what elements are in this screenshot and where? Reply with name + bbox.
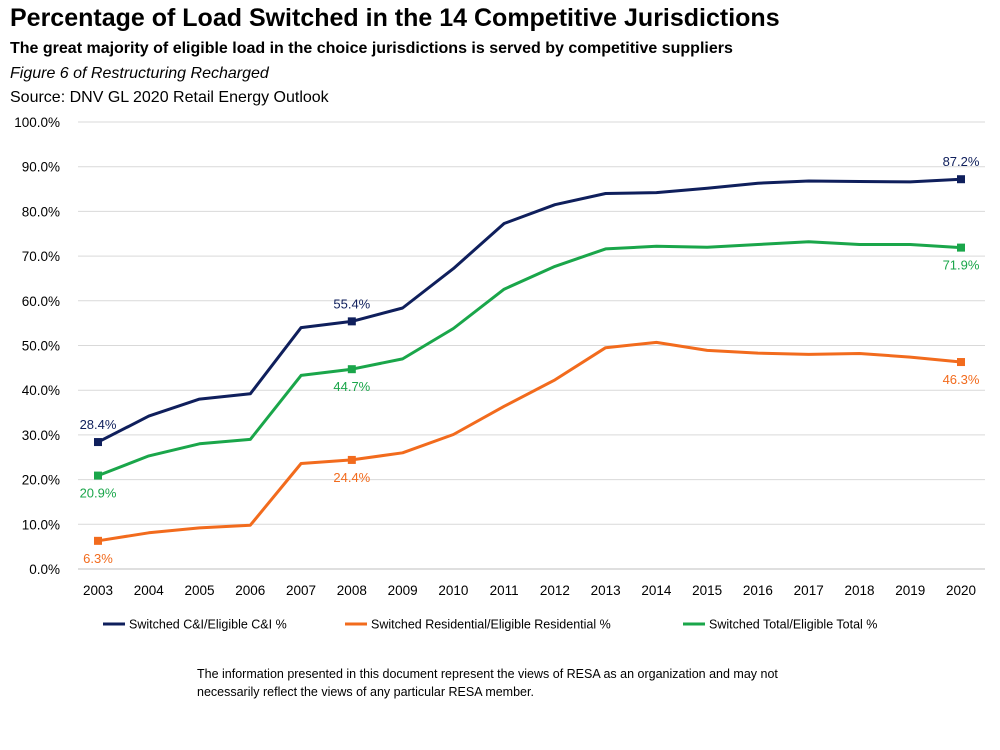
chart-title: Percentage of Load Switched in the 14 Co… (10, 4, 780, 32)
disclaimer-text: The information presented in this docume… (197, 667, 778, 699)
data-point-marker (347, 317, 356, 326)
data-label: 44.7% (333, 379, 370, 394)
series-line-0 (97, 177, 962, 444)
legend-label: Switched Total/Eligible Total % (709, 618, 877, 632)
figure-note: Figure 6 of Restructuring Recharged (10, 65, 269, 82)
x-tick-label: 2004 (134, 583, 165, 598)
legend-label: Switched Residential/Eligible Residentia… (371, 618, 611, 632)
data-point-marker (94, 536, 102, 545)
y-tick-label: 30.0% (22, 428, 60, 443)
x-tick-label: 2017 (794, 583, 824, 598)
data-point-marker (94, 471, 102, 480)
y-tick-label: 80.0% (22, 204, 60, 219)
data-label: 71.9% (943, 258, 980, 273)
data-label: 55.4% (333, 296, 370, 311)
x-tick-label: 2016 (743, 583, 773, 598)
data-point-marker (347, 455, 356, 464)
y-tick-label: 20.0% (22, 473, 60, 488)
data-point-marker (957, 243, 965, 252)
x-axis-ticks: 2003 2004 2005 2006 2007 2008 2009 2010 2011 2012… (83, 583, 976, 598)
data-label: 20.9% (80, 486, 117, 501)
data-point-marker (957, 358, 965, 367)
y-tick-label: 10.0% (22, 517, 60, 532)
x-tick-label: 2010 (438, 583, 468, 598)
x-tick-label: 2011 (490, 583, 519, 598)
y-axis-ticks: 0.0% 10.0% 20.0% 30.0% 40.0% 50.0% 60.0% 70.0% 8… (14, 115, 60, 577)
data-label: 87.2% (943, 154, 980, 169)
chart-subtitle: The great majority of eligible load in t… (10, 40, 733, 57)
y-tick-label: 90.0% (22, 160, 60, 175)
data-point-marker (347, 365, 356, 374)
x-tick-label: 2019 (895, 583, 925, 598)
x-tick-label: 2008 (337, 583, 367, 598)
line-chart: 0.0% 10.0% 20.0% 30.0% 40.0% 50.0% 60.0% 70.0% 8… (14, 115, 985, 632)
series-line-1 (97, 340, 962, 543)
data-label: 28.4% (80, 417, 117, 432)
x-tick-label: 2007 (286, 583, 316, 598)
y-tick-label: 0.0% (29, 562, 60, 577)
data-point-marker (94, 438, 102, 447)
y-tick-label: 50.0% (22, 339, 60, 354)
legend-label: Switched C&I/Eligible C&I % (129, 618, 287, 632)
y-tick-label: 60.0% (22, 294, 60, 309)
x-tick-label: 2009 (388, 583, 418, 598)
x-tick-label: 2013 (591, 583, 621, 598)
x-tick-label: 2005 (185, 583, 215, 598)
x-tick-label: 2006 (235, 583, 265, 598)
data-label: 46.3% (943, 372, 980, 387)
series-lines (97, 177, 962, 543)
x-tick-label: 2014 (641, 583, 672, 598)
x-tick-label: 2020 (946, 583, 976, 598)
y-tick-label: 40.0% (22, 383, 60, 398)
legend: Switched C&I/Eligible C&I % Switched Resi… (103, 618, 877, 632)
grid-lines (78, 121, 985, 570)
series-markers (94, 175, 965, 545)
x-tick-label: 2012 (540, 583, 570, 598)
data-label: 6.3% (83, 551, 113, 566)
x-tick-label: 2003 (83, 583, 113, 598)
source-note: Source: DNV GL 2020 Retail Energy Outloo… (10, 89, 329, 106)
x-tick-label: 2018 (844, 583, 874, 598)
data-label: 24.4% (333, 470, 370, 485)
y-tick-label: 70.0% (22, 249, 60, 264)
x-tick-label: 2015 (692, 583, 722, 598)
data-labels: 28.4% 55.4% 87.2% 6.3% 24.4% 46.3% 20.9% 44.7% 7… (80, 154, 980, 566)
data-point-marker (957, 175, 965, 184)
series-line-2 (97, 240, 962, 477)
y-tick-label: 100.0% (14, 115, 60, 130)
